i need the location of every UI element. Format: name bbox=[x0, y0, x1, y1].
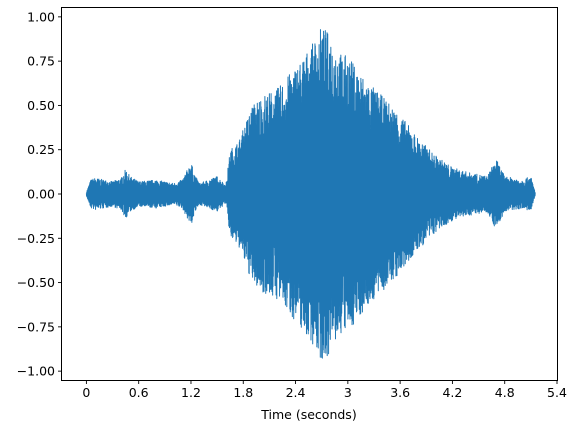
x-tick-label: 1.8 bbox=[233, 385, 253, 400]
y-tick-label: 0.75 bbox=[27, 54, 55, 69]
y-tick-label: −1.00 bbox=[17, 364, 55, 379]
x-tick-label: 1.2 bbox=[181, 385, 201, 400]
y-tick-label: −0.25 bbox=[17, 231, 55, 246]
x-tick-label: 4.8 bbox=[495, 385, 515, 400]
y-tick-label: −0.75 bbox=[17, 319, 55, 334]
x-tick-label: 5.4 bbox=[547, 385, 567, 400]
y-tick-label: 1.00 bbox=[27, 9, 55, 24]
y-tick-label: 0.25 bbox=[27, 142, 55, 157]
waveform-layer bbox=[85, 29, 536, 359]
x-axis: 0 0.6 1.2 1.8 2.4 3 3.6 4.2 4.8 5.4 bbox=[82, 380, 567, 400]
y-axis: −1.00 −0.75 −0.50 −0.25 0.00 0.25 0.50 0.75 1.00 bbox=[17, 9, 62, 379]
x-tick-label: 0.6 bbox=[129, 385, 149, 400]
x-tick-label: 3 bbox=[344, 385, 352, 400]
y-tick-label: 0.00 bbox=[27, 187, 55, 202]
x-tick-label: 2.4 bbox=[286, 385, 306, 400]
y-tick-label: 0.50 bbox=[27, 98, 55, 113]
x-tick-label: 0 bbox=[82, 385, 90, 400]
waveform-line bbox=[85, 29, 536, 359]
x-tick-label: 4.2 bbox=[442, 385, 462, 400]
y-tick-label: −0.50 bbox=[17, 275, 55, 290]
x-axis-label: Time (seconds) bbox=[260, 407, 356, 422]
x-tick-label: 3.6 bbox=[390, 385, 410, 400]
